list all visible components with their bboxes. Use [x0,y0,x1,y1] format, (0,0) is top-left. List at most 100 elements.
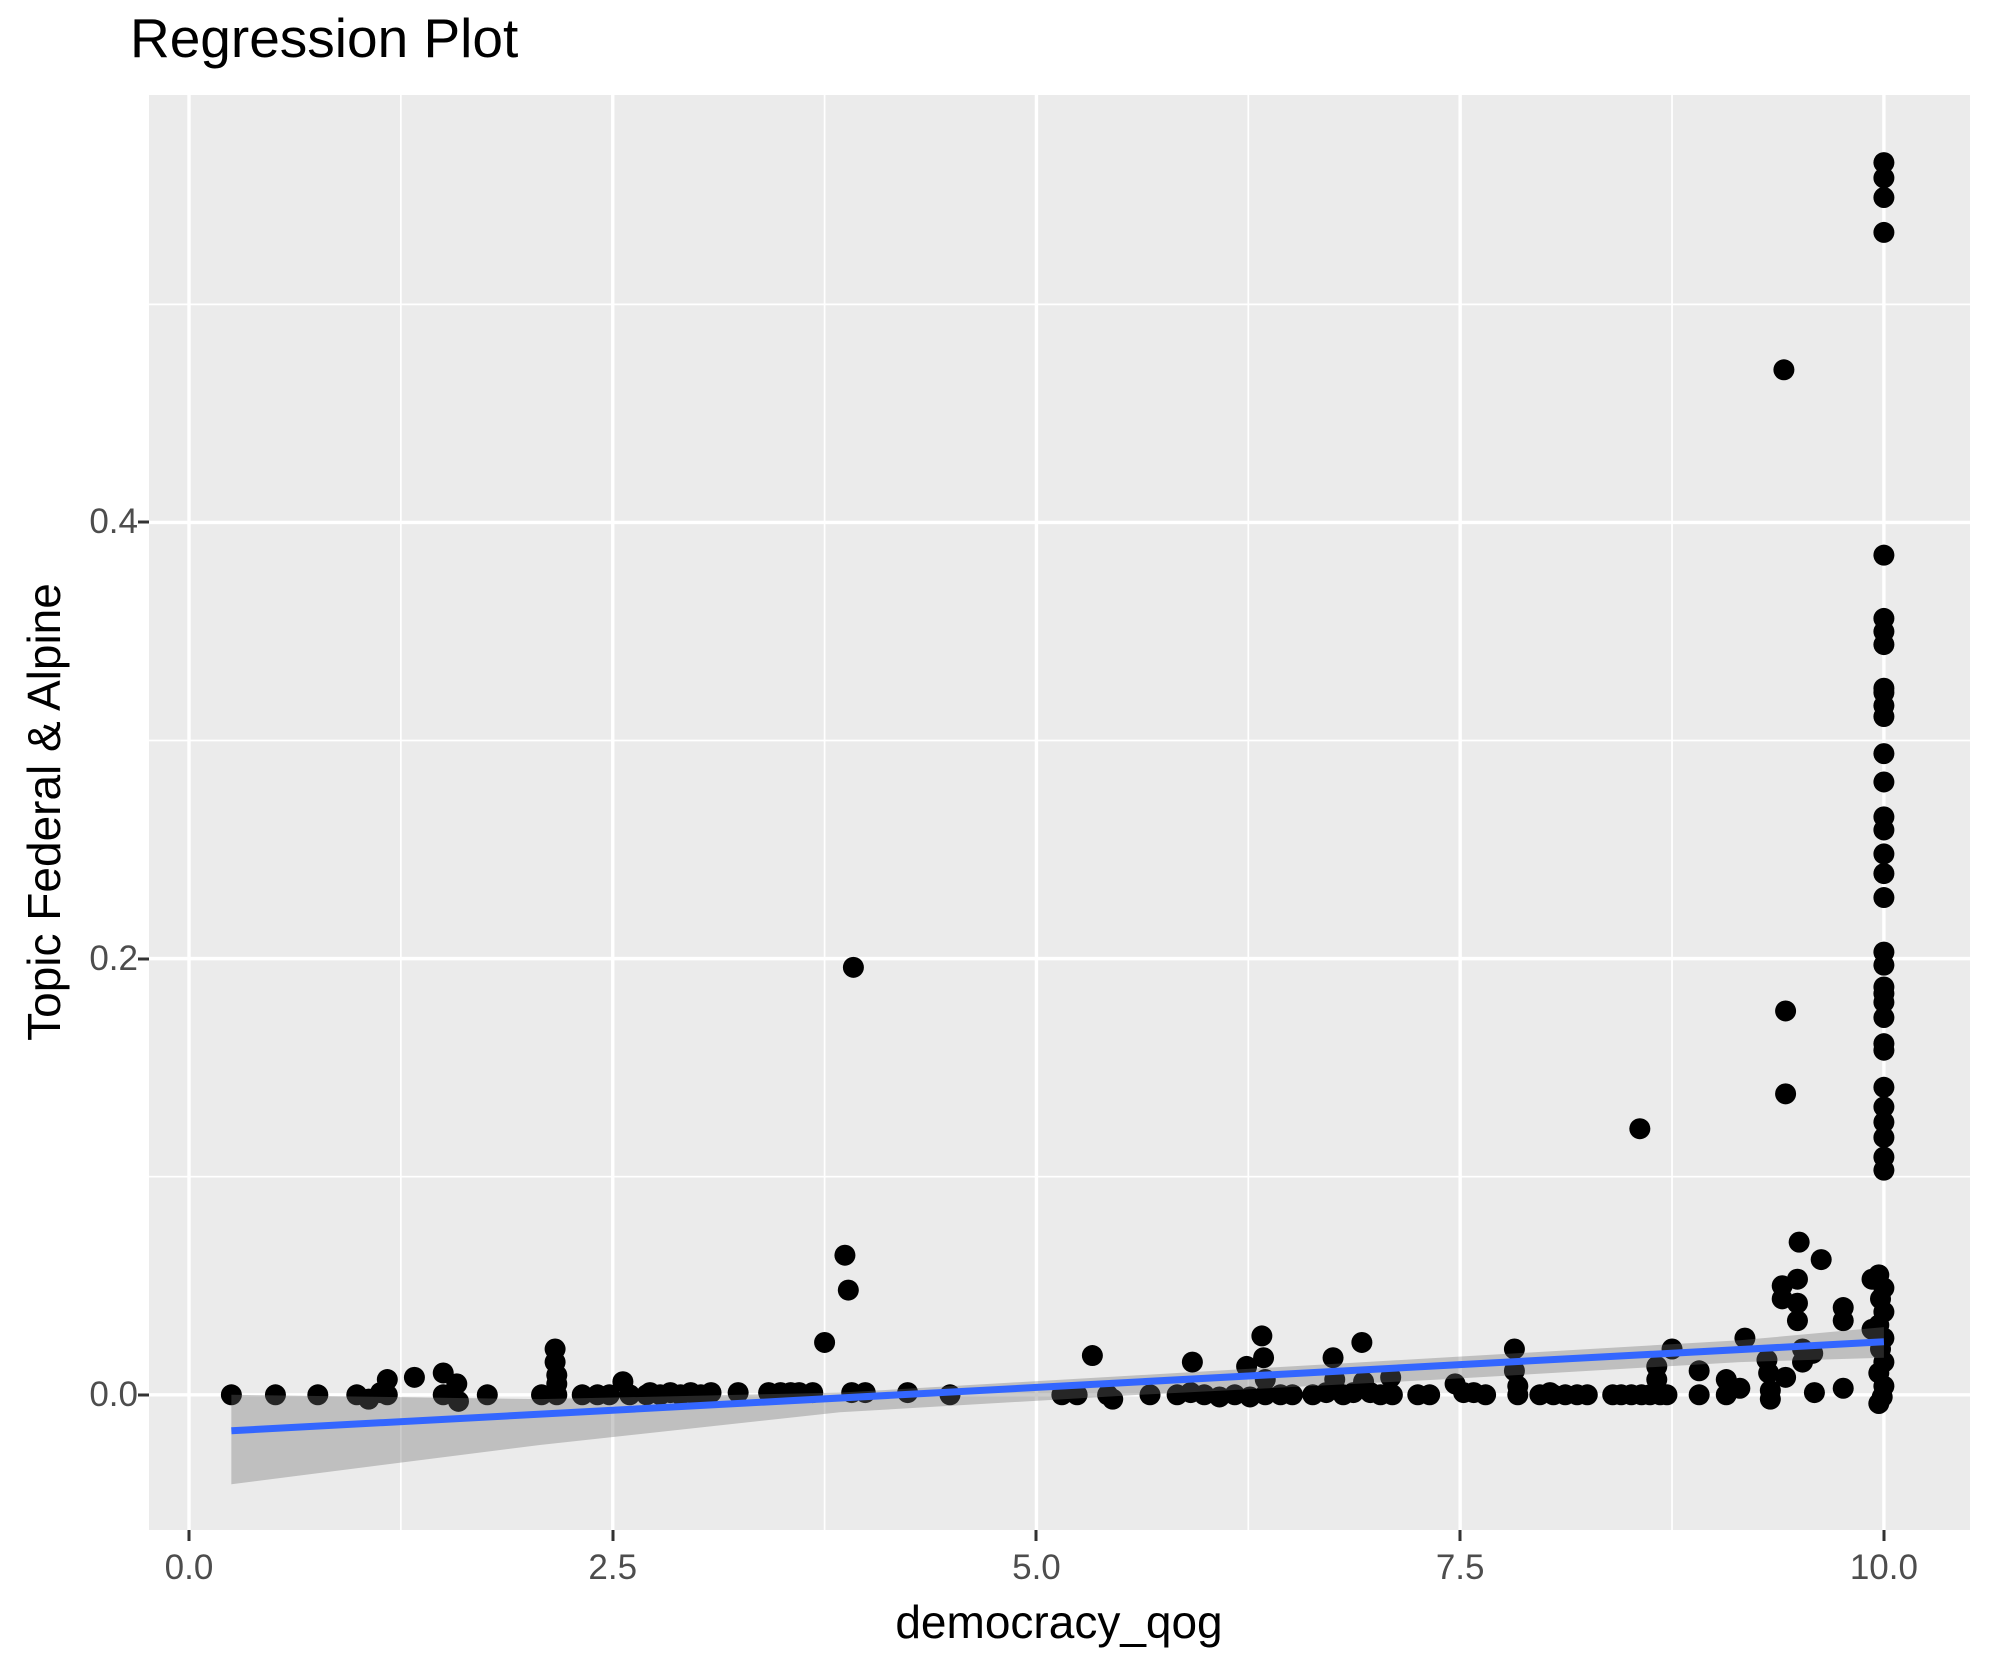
data-point [1873,1126,1895,1148]
data-point [1832,1310,1854,1332]
data-point [1873,1159,1895,1181]
data-point [1688,1360,1710,1382]
data-point [1873,863,1895,885]
data-point [1775,1000,1797,1022]
data-point [1351,1331,1373,1353]
data-point [1873,1076,1895,1098]
data-point [476,1384,498,1406]
data-point [1873,187,1895,208]
data-point [1873,167,1895,189]
data-point [1102,1388,1124,1410]
y-tick-mark [138,957,149,961]
data-point [1281,1384,1303,1406]
data-point [1322,1347,1344,1369]
data-point [376,1369,398,1391]
data-point [1381,1384,1403,1406]
data-point [264,1384,286,1406]
y-tick-label: 0.2 [89,938,138,978]
data-point [1066,1384,1088,1406]
scatter-points [220,152,1895,1415]
data-point [1873,771,1895,793]
data-point [1688,1384,1710,1406]
data-point [837,1279,859,1301]
x-tick-label: 2.5 [588,1548,638,1587]
x-tick-mark [1034,1530,1038,1541]
y-tick-mark [138,1393,149,1397]
x-tick-label: 0.0 [164,1548,214,1587]
data-point [834,1244,856,1266]
data-point [1729,1377,1751,1399]
data-point [1873,743,1895,765]
data-point [1181,1351,1203,1373]
data-point [447,1390,469,1412]
data-point [546,1384,568,1406]
data-point [1503,1338,1525,1360]
data-point [727,1382,749,1404]
y-tick-mark [138,520,149,524]
data-point [1775,1366,1797,1388]
plot-panel [149,95,1970,1530]
data-point [1775,1083,1797,1105]
data-point [1873,221,1895,243]
data-point [1873,819,1895,841]
data-point [1576,1384,1598,1406]
data-point [1507,1384,1529,1406]
plot-title: Regression Plot [130,7,519,69]
data-point [1873,544,1895,566]
x-axis-title: democracy_qog [895,1596,1223,1648]
data-point [1786,1292,1808,1314]
data-point [1861,1268,1883,1290]
x-tick-label: 5.0 [1012,1548,1061,1587]
x-tick-mark [1882,1530,1886,1541]
data-point [1251,1325,1273,1347]
y-tick-label: 0.4 [89,502,138,542]
data-point [1873,634,1895,656]
data-point [1081,1345,1103,1367]
data-point [1786,1310,1808,1332]
data-point [307,1384,329,1406]
x-tick-mark [1458,1530,1462,1541]
data-point [1873,1111,1895,1133]
x-tick-mark [611,1530,615,1541]
data-point [619,1384,641,1406]
data-point [598,1384,620,1406]
data-point [814,1331,836,1353]
data-point [446,1373,468,1395]
data-point [1873,1039,1895,1061]
data-point [376,1384,398,1406]
x-tick-mark [187,1530,191,1541]
data-point [1873,1007,1895,1028]
data-point [1253,1347,1275,1369]
data-point [1873,954,1895,976]
x-tick-label: 7.5 [1435,1548,1485,1587]
data-point [1419,1384,1441,1406]
data-point [1773,359,1795,381]
data-point [1629,1118,1651,1140]
data-point [1758,1362,1780,1384]
data-point [1810,1249,1832,1271]
data-point [1861,1318,1883,1340]
data-point [1759,1388,1781,1410]
data-point [1786,1268,1808,1290]
data-point [1254,1384,1276,1406]
y-axis-title: Topic Federal & Alpine [18,583,70,1041]
data-point [1832,1377,1854,1399]
data-point [842,956,864,978]
data-point [403,1366,425,1388]
plot-canvas [149,95,1970,1530]
data-point [1868,1393,1890,1415]
data-point [1873,843,1895,865]
data-point [220,1384,242,1406]
data-point [531,1384,553,1406]
y-tick-label: 0.0 [89,1374,138,1414]
data-point [1236,1355,1258,1377]
data-point [1139,1384,1161,1406]
data-point [1873,887,1895,909]
data-point [700,1382,722,1404]
data-point [1873,152,1895,174]
data-point [1734,1327,1756,1349]
data-point [1475,1384,1497,1406]
x-tick-label: 10.0 [1849,1548,1918,1587]
data-point [571,1384,593,1406]
data-point [1788,1231,1810,1253]
